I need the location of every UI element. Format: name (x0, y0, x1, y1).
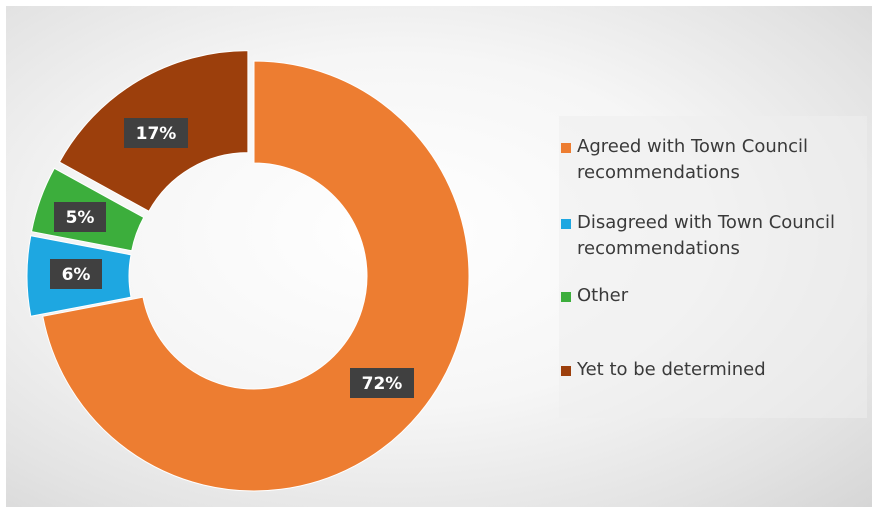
legend-item-yet-to-be-determined[interactable]: Yet to be determined (561, 357, 857, 383)
legend-swatch-disagreed (561, 219, 571, 229)
data-label-yet-to-be-determined: 17% (124, 118, 188, 148)
data-label-text: 72% (362, 374, 403, 394)
legend-swatch-yet-to-be-determined (561, 366, 571, 376)
data-label-box (50, 259, 102, 289)
data-label-box (54, 202, 106, 232)
legend-label-agreed: Agreed with Town Council recommendations (577, 136, 809, 183)
data-label-agreed-with-town-council-recommendations: 72% (350, 368, 414, 398)
data-labels-group: 72% 6% 5% 17% (50, 118, 414, 398)
donut-chart: 72% 6% 5% 17% (26, 50, 470, 492)
legend-label-yet-to-be-determined: Yet to be determined (577, 359, 766, 380)
data-label-disagreed-with-town-council-recommendations: 6% (50, 259, 102, 289)
legend-label-other: Other (577, 285, 629, 306)
data-label-box (350, 368, 414, 398)
data-label-text: 5% (66, 208, 95, 228)
data-label-text: 6% (62, 265, 91, 285)
legend-item-other[interactable]: Other (561, 283, 857, 309)
data-label-other: 5% (54, 202, 106, 232)
legend-label-disagreed: Disagreed with Town Council recommendati… (577, 212, 836, 259)
chart-area: 72% 6% 5% 17% Agreed with Town Council reco… (6, 6, 872, 507)
legend-swatch-other (561, 292, 571, 302)
legend: Agreed with Town Council recommendations… (559, 116, 867, 418)
legend-item-agreed[interactable]: Agreed with Town Council recommendations (561, 134, 857, 186)
data-label-text: 17% (136, 124, 177, 144)
legend-swatch-agreed (561, 143, 571, 153)
legend-item-disagreed[interactable]: Disagreed with Town Council recommendati… (561, 210, 857, 262)
data-label-box (124, 118, 188, 148)
